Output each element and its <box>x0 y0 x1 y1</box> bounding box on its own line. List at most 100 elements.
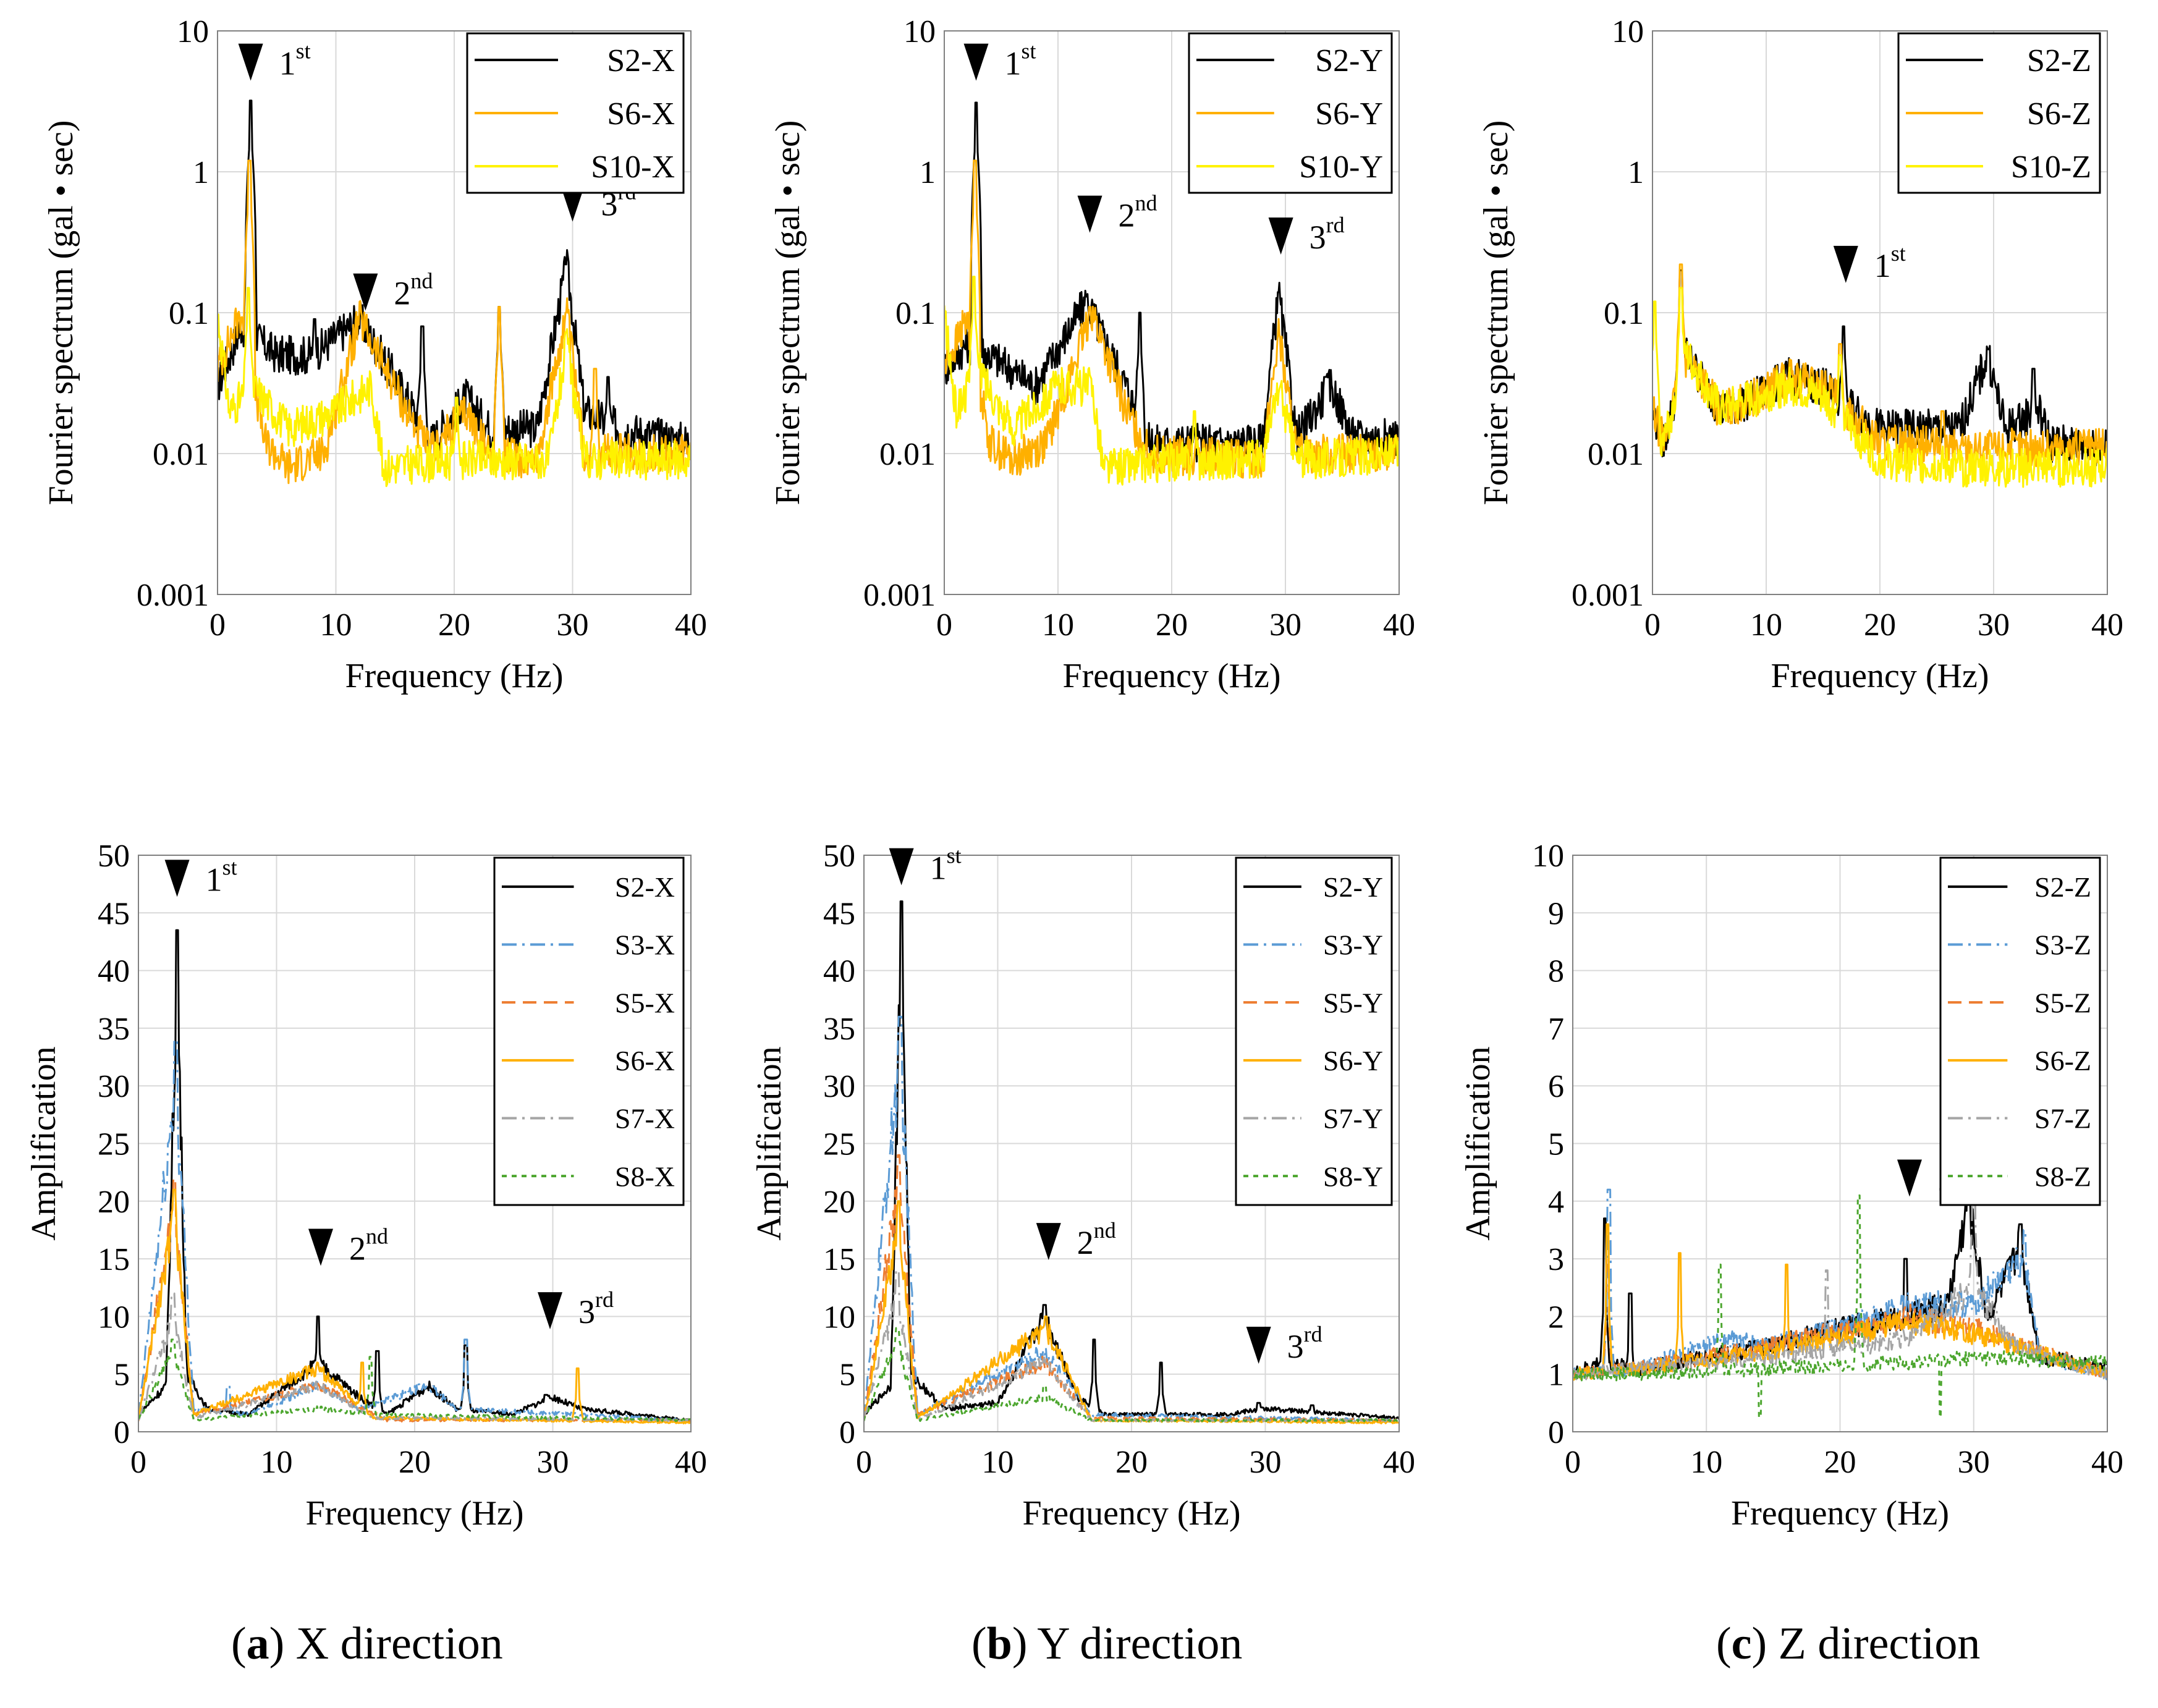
series-line-s5-y <box>864 1154 1399 1423</box>
y-axis-title: Amplification <box>750 1046 789 1240</box>
series-group <box>138 929 691 1424</box>
y-tick-label: 10 <box>177 14 209 49</box>
y-tick-label: 30 <box>823 1069 855 1104</box>
x-tick-label: 40 <box>1383 607 1415 643</box>
peak-marker-icon <box>308 1228 334 1266</box>
y-axis-title: Amplification <box>25 1046 63 1240</box>
x-tick-label: 10 <box>261 1445 293 1480</box>
peak-marker-icon <box>1833 245 1858 283</box>
legend: S2-Y S6-Y S10-Y <box>1188 32 1393 194</box>
y-axis-title: Amplification <box>1459 1046 1497 1240</box>
peak-marker-icon <box>560 184 585 222</box>
legend-label: S2-Z <box>2027 43 2091 78</box>
y-tick-label: 45 <box>98 896 130 931</box>
legend-label: S3-Z <box>2034 929 2091 961</box>
series-group <box>864 900 1399 1424</box>
peak-label: 1st <box>279 39 311 82</box>
legend: S2-X S3-X S5-X S6-X S7-X S8-X <box>493 856 685 1206</box>
series-line-s7-z <box>1573 1084 2107 1380</box>
x-tick-label: 20 <box>1864 607 1896 643</box>
x-tick-label: 20 <box>1115 1445 1148 1480</box>
peak-marker-icon <box>353 273 378 311</box>
y-axis-title: Fourier spectrum (gal • sec) <box>1477 120 1515 505</box>
y-tick-label: 0 <box>839 1415 855 1450</box>
x-axis-title: Frequency (Hz) <box>1771 657 1989 695</box>
series-line-s3-x <box>138 1039 691 1422</box>
legend-label: S6-Z <box>2027 96 2091 132</box>
x-tick-label: 10 <box>1042 607 1074 643</box>
peak-marker-icon <box>238 43 263 81</box>
legend-label: S8-Y <box>1323 1161 1383 1192</box>
y-tick-label: 0 <box>114 1415 130 1450</box>
y-tick-label: 40 <box>98 954 130 989</box>
y-tick-label: 3 <box>1548 1242 1564 1277</box>
y-tick-label: 5 <box>839 1358 855 1393</box>
y-tick-label: 40 <box>823 954 855 989</box>
y-tick-label: 5 <box>114 1358 130 1393</box>
legend-label: S6-Y <box>1323 1045 1383 1076</box>
series-group <box>218 99 691 488</box>
x-tick-label: 0 <box>1644 607 1661 643</box>
x-axis-title: Frequency (Hz) <box>1063 657 1281 695</box>
peak-label: 3rd <box>1287 1322 1322 1365</box>
legend-label: S2-X <box>607 43 675 78</box>
series-line-s8-y <box>864 1327 1399 1423</box>
y-tick-label: 20 <box>823 1185 855 1220</box>
x-axis-title: Frequency (Hz) <box>1023 1494 1241 1533</box>
x-axis-title: Frequency (Hz) <box>345 657 564 695</box>
y-tick-label: 10 <box>1612 14 1644 49</box>
plot-frame <box>1652 30 2108 595</box>
legend-label: S8-X <box>615 1161 675 1192</box>
x-tick-label: 20 <box>1824 1445 1856 1480</box>
series-line-s10-y <box>944 276 1399 486</box>
peak-label: 2nd <box>1077 1218 1116 1261</box>
legend-label: S10-Y <box>1299 150 1383 185</box>
caption-b: (b) Y direction <box>971 1618 1243 1669</box>
y-tick-label: 0.01 <box>153 437 209 472</box>
y-tick-label: 10 <box>823 1300 855 1335</box>
y-tick-label: 2 <box>1548 1300 1564 1335</box>
x-tick-label: 30 <box>1958 1445 1990 1480</box>
peak-label: 1st <box>1005 39 1036 82</box>
y-tick-label: 0.1 <box>169 296 209 331</box>
y-tick-label: 10 <box>98 1300 130 1335</box>
plot-frame <box>217 30 692 595</box>
legend: S2-X S6-X S10-X <box>466 32 685 194</box>
y-tick-label: 50 <box>98 839 130 874</box>
peak-label: 1st <box>206 855 237 898</box>
y-tick-label: 7 <box>1548 1012 1564 1047</box>
legend-label: S8-Z <box>2034 1161 2091 1192</box>
y-tick-label: 1 <box>1548 1358 1564 1393</box>
legend-label: S10-Z <box>2011 150 2091 185</box>
plot-frame <box>944 30 1400 595</box>
x-tick-label: 0 <box>130 1445 146 1480</box>
legend-label: S2-Z <box>2034 871 2091 903</box>
y-tick-label: 1 <box>1628 155 1644 190</box>
x-tick-label: 10 <box>1690 1445 1722 1480</box>
legend-label: S6-X <box>615 1045 675 1076</box>
peak-marker-icon <box>963 43 989 81</box>
legend-label: S7-Z <box>2034 1103 2091 1135</box>
x-tick-label: 10 <box>320 607 352 643</box>
peak-label: 1st <box>1874 241 1906 284</box>
legend: S2-Y S3-Y S5-Y S6-Y S7-Y S8-Y <box>1235 856 1393 1206</box>
legend-label: S2-Y <box>1323 871 1383 903</box>
x-tick-label: 40 <box>675 1445 707 1480</box>
y-tick-label: 0.1 <box>895 296 936 331</box>
y-tick-label: 50 <box>823 839 855 874</box>
peak-label: 2nd <box>394 269 433 312</box>
plot-frame <box>1572 855 2108 1432</box>
series-group <box>1652 263 2107 488</box>
x-tick-label: 20 <box>1156 607 1188 643</box>
series-line-s2-x <box>138 929 691 1422</box>
x-tick-label: 10 <box>982 1445 1014 1480</box>
peak-label: 3rd <box>1310 213 1345 256</box>
peak-marker-icon <box>1268 217 1293 255</box>
y-tick-label: 25 <box>823 1127 855 1162</box>
peak-label: 1st <box>930 843 962 887</box>
x-tick-label: 30 <box>537 1445 569 1480</box>
chart-panel-fz: 0.001 0.01 0.1 1 10 0 10 20 30 40 Frequency (Hz) Fo… <box>1477 14 2123 695</box>
y-tick-label: 1 <box>193 155 209 190</box>
legend-label: S7-X <box>615 1103 675 1135</box>
